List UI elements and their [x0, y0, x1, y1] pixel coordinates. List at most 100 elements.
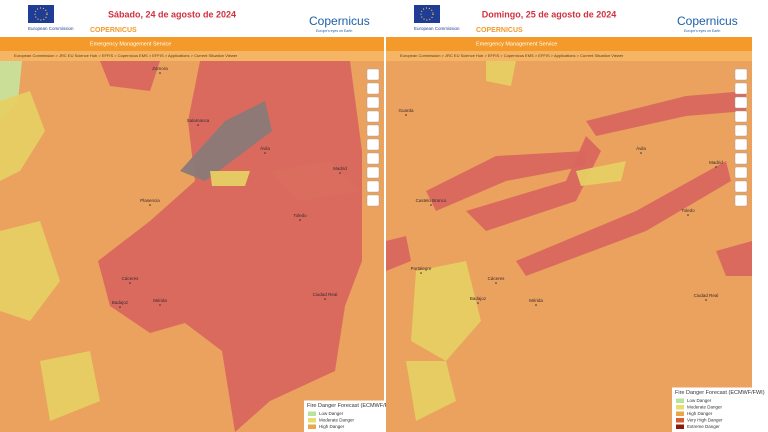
city-label: Cáceres — [122, 276, 140, 281]
legend-swatch — [676, 398, 684, 403]
breadcrumb-bar — [386, 51, 752, 61]
city-dot — [119, 306, 121, 308]
eu-stars — [34, 7, 48, 21]
danger-area — [0, 91, 45, 181]
danger-area — [716, 241, 752, 276]
agency-name: European Commission — [28, 26, 74, 31]
map-tool-button[interactable] — [734, 68, 748, 81]
legend-swatch — [308, 411, 316, 416]
danger-area — [98, 61, 362, 432]
map-tool-button[interactable] — [734, 194, 748, 207]
danger-area — [576, 161, 626, 186]
legend-label: Low Danger — [319, 411, 344, 416]
city-dot — [687, 214, 689, 216]
city-dot — [299, 219, 301, 221]
danger-area — [486, 61, 516, 86]
danger-area — [210, 171, 250, 186]
legend-swatch — [676, 424, 684, 429]
city-label: Plasencia — [140, 198, 160, 203]
city-dot — [129, 282, 131, 284]
date-title: Domingo, 25 de agosto de 2024 — [482, 9, 617, 19]
legend-label: High Danger — [319, 424, 345, 429]
legend-swatch — [676, 405, 684, 410]
city-label: Ávila — [260, 145, 270, 151]
legend-swatch — [676, 411, 684, 416]
map-layer: Zamora Salamanca Ávila Plasencia Madrid Toled… — [0, 61, 362, 432]
danger-area — [466, 136, 601, 231]
service-subtitle: Emergency Management Service — [476, 41, 557, 47]
service-subtitle: Emergency Management Service — [90, 41, 171, 47]
danger-area — [386, 236, 411, 271]
service-title: COPERNICUS — [476, 27, 523, 34]
danger-area — [100, 61, 160, 91]
danger-area — [406, 361, 456, 421]
header-band — [0, 0, 384, 37]
city-label: Badajoz — [112, 300, 129, 305]
map-tool-button[interactable] — [734, 152, 748, 165]
legend-label: Very High Danger — [687, 418, 723, 423]
map-tool-button[interactable] — [734, 166, 748, 179]
legend-title: Fire Danger Forecast (ECMWF/FWI) — [307, 403, 397, 409]
city-dot — [149, 204, 151, 206]
legend: Fire Danger Forecast (ECMWF/FWI) Low Dang… — [304, 400, 397, 432]
brand-logo: Copernicus — [677, 14, 738, 28]
city-label: Mérida — [529, 298, 543, 303]
city-label: Ciudad Real — [694, 293, 719, 298]
legend-title: Fire Danger Forecast (ECMWF/FWI) — [675, 390, 765, 396]
city-dot — [715, 166, 717, 168]
map-tool-button[interactable] — [734, 138, 748, 151]
legend-swatch — [676, 418, 684, 423]
danger-area — [426, 151, 586, 211]
map-tool-button[interactable] — [734, 96, 748, 109]
city-dot — [430, 204, 432, 206]
city-label: Guarda — [398, 108, 414, 113]
city-label: Madrid — [333, 166, 347, 171]
map-tool-button[interactable] — [366, 166, 380, 179]
map-tool-button[interactable] — [366, 124, 380, 137]
city-label: Toledo — [293, 213, 307, 218]
city-label: Ciudad Real — [313, 292, 338, 297]
city-label: Castelo Branco — [416, 198, 447, 203]
map-tool-button[interactable] — [366, 82, 380, 95]
legend-swatch — [308, 418, 316, 423]
map-tool-button[interactable] — [734, 110, 748, 123]
brand-tagline: Europe's eyes on Earth — [316, 29, 352, 33]
agency-name: European Commission — [414, 26, 460, 31]
brand-logo: Copernicus — [309, 14, 370, 28]
city-dot — [264, 152, 266, 154]
city-label: Mérida — [153, 298, 167, 303]
service-band — [0, 37, 384, 51]
legend-label: High Danger — [687, 411, 713, 416]
map-tool-button[interactable] — [366, 110, 380, 123]
brand-tagline: Europe's eyes on Earth — [684, 29, 720, 33]
city-dot — [705, 299, 707, 301]
map-tool-button[interactable] — [366, 194, 380, 207]
map-tool-button[interactable] — [734, 124, 748, 137]
map-tool-button[interactable] — [734, 180, 748, 193]
service-title: COPERNICUS — [90, 27, 137, 34]
breadcrumb[interactable]: European Commission > JRC EU Science Hub… — [14, 53, 238, 58]
legend: Fire Danger Forecast (ECMWF/FWI) Low Dang… — [672, 387, 765, 432]
city-dot — [159, 304, 161, 306]
city-dot — [159, 72, 161, 74]
city-dot — [495, 282, 497, 284]
map-tool-button[interactable] — [366, 138, 380, 151]
map-tool-button[interactable] — [366, 96, 380, 109]
city-label: Badajoz — [470, 296, 487, 301]
city-dot — [339, 172, 341, 174]
danger-area — [40, 351, 100, 421]
map-tool-button[interactable] — [366, 68, 380, 81]
service-band — [386, 37, 752, 51]
city-label: Toledo — [681, 208, 695, 213]
danger-area — [411, 261, 481, 361]
city-dot — [640, 152, 642, 154]
city-label: Salamanca — [187, 118, 210, 123]
legend-label: Extreme Danger — [687, 424, 720, 429]
legend-label: Moderate Danger — [319, 418, 355, 423]
eu-flag — [414, 5, 440, 23]
map-tool-button[interactable] — [734, 82, 748, 95]
map-tool-button[interactable] — [366, 180, 380, 193]
breadcrumb[interactable]: European Commission > JRC EU Science Hub… — [400, 53, 624, 58]
map-tool-button[interactable] — [366, 152, 380, 165]
